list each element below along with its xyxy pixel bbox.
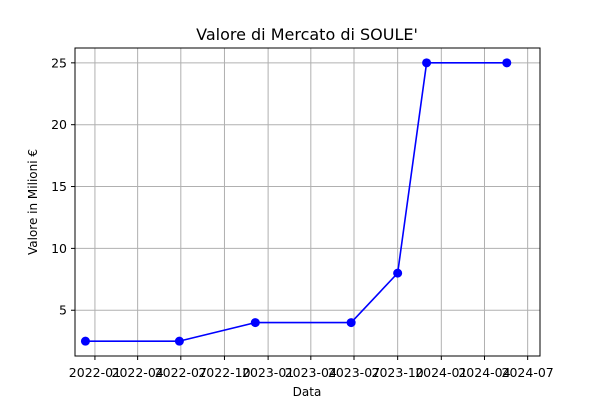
plot-frame — [74, 47, 541, 357]
y-axis-label: Valore in Milioni € — [26, 149, 40, 255]
data-point — [346, 318, 356, 328]
x-tick-label: 2024-04 — [458, 365, 510, 380]
x-tick-label: 2022-04 — [112, 365, 164, 380]
data-point — [393, 268, 403, 278]
y-tick-label: 10 — [51, 241, 67, 256]
x-tick-label: 2022-07 — [155, 365, 207, 380]
data-point — [422, 58, 432, 68]
series-layer — [80, 58, 512, 346]
data-point — [80, 336, 90, 346]
data-point — [250, 318, 260, 328]
x-axis-label: Data — [293, 385, 322, 399]
x-tick-label: 2023-07 — [328, 365, 380, 380]
x-tick-label: 2023-01 — [242, 365, 294, 380]
x-tick-label: 2022-01 — [69, 365, 121, 380]
y-tick-label: 5 — [59, 303, 67, 318]
y-tick-label: 20 — [51, 117, 67, 132]
grid — [75, 48, 540, 356]
y-tick-label: 15 — [51, 179, 67, 194]
x-tick-label: 2024-01 — [415, 365, 467, 380]
x-tick-label: 2024-07 — [502, 365, 554, 380]
x-tick-label: 2023-10 — [372, 365, 424, 380]
data-point — [174, 336, 184, 346]
y-tick-label: 25 — [51, 55, 67, 70]
data-point — [502, 58, 512, 68]
axis-ticks: 2022-012022-042022-072022-102023-012023-… — [51, 55, 554, 380]
x-tick-label: 2022-10 — [198, 365, 250, 380]
chart-title: Valore di Mercato di SOULE' — [196, 25, 418, 44]
x-tick-label: 2023-04 — [285, 365, 337, 380]
